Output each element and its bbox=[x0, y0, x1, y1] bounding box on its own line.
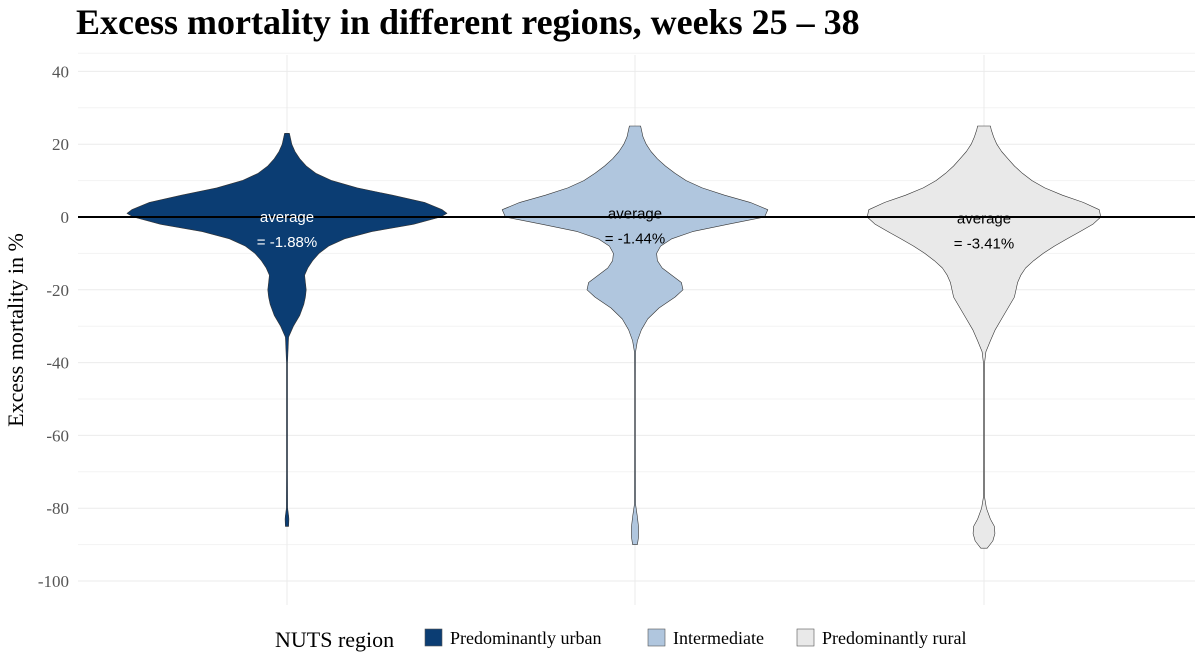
legend-label: Intermediate bbox=[673, 628, 764, 648]
legend-label: Predominantly rural bbox=[822, 628, 966, 648]
annotations: average = -1.88% average = -1.44% average = -… bbox=[257, 205, 1014, 252]
y-tick-label: -40 bbox=[46, 354, 69, 373]
violin-predominantly-urban bbox=[126, 133, 448, 527]
average-annotation: = -1.88% bbox=[257, 234, 317, 251]
y-tick-label: -80 bbox=[46, 499, 69, 518]
y-tick-label: -20 bbox=[46, 281, 69, 300]
average-annotation: average bbox=[260, 209, 314, 226]
average-annotation: = -1.44% bbox=[605, 230, 665, 247]
legend-title: NUTS region bbox=[275, 627, 394, 652]
legend-swatch bbox=[796, 628, 815, 647]
average-annotation: average bbox=[608, 205, 662, 222]
y-tick-label: 0 bbox=[61, 208, 70, 227]
legend-swatch bbox=[424, 628, 443, 647]
chart-title: Excess mortality in different regions, w… bbox=[76, 2, 860, 42]
violin-intermediate bbox=[501, 125, 769, 545]
y-axis-label: Excess mortality in % bbox=[3, 233, 28, 427]
legend: NUTS region Predominantly urban Intermedia… bbox=[275, 627, 966, 652]
y-tick-label: -100 bbox=[38, 572, 69, 591]
y-tick-label: -60 bbox=[46, 426, 69, 445]
y-tick-label: 40 bbox=[52, 62, 69, 81]
y-axis-ticks: 40 20 0 -20 -40 -60 -80 -100 bbox=[38, 62, 69, 591]
legend-swatch bbox=[647, 628, 666, 647]
y-tick-label: 20 bbox=[52, 135, 69, 154]
violins bbox=[126, 125, 1102, 549]
violin-predominantly-rural bbox=[866, 125, 1102, 549]
legend-label: Predominantly urban bbox=[450, 628, 601, 648]
average-annotation: average bbox=[957, 211, 1011, 228]
average-annotation: = -3.41% bbox=[954, 236, 1014, 253]
